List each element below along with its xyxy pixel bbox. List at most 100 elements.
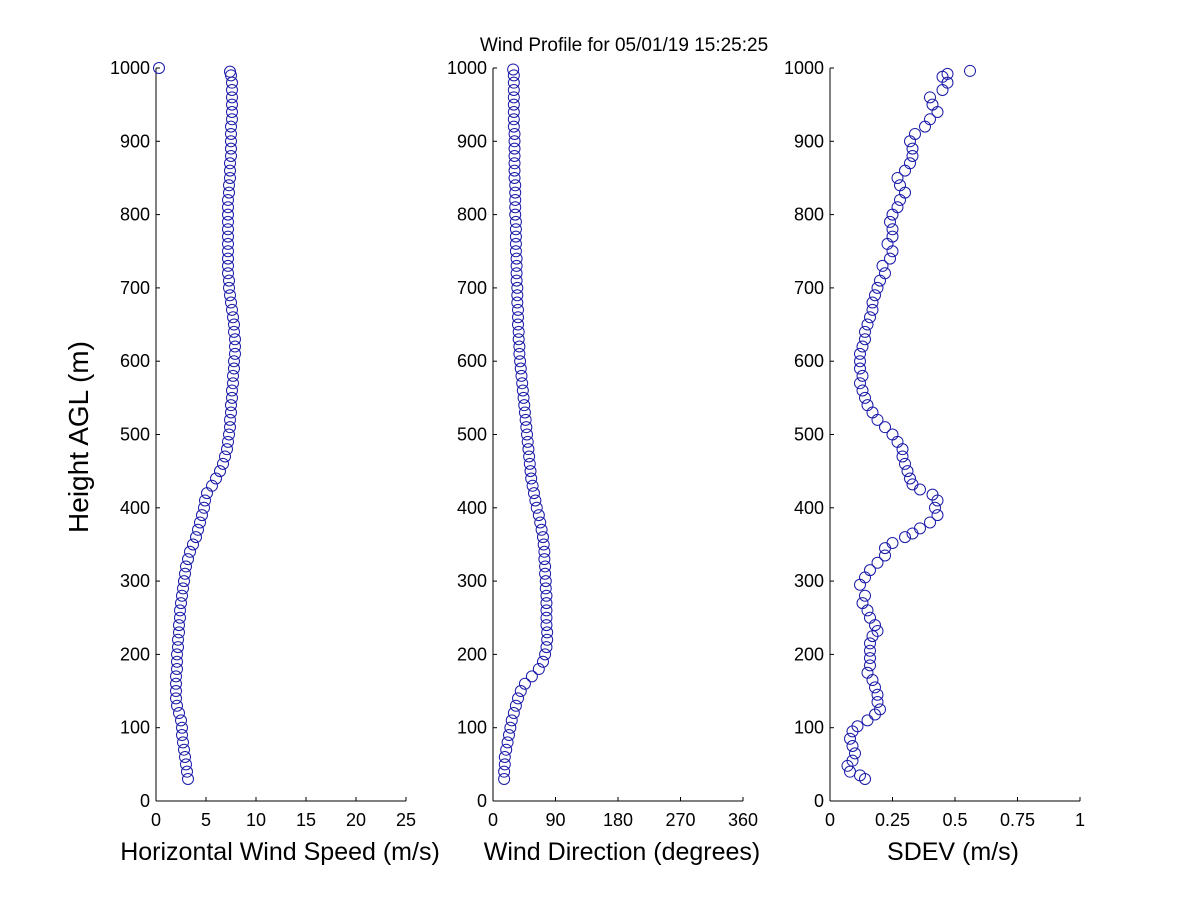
data-point	[924, 91, 936, 104]
data-point	[510, 252, 523, 265]
data-point	[511, 281, 524, 294]
data-point	[177, 736, 189, 749]
data-point	[498, 758, 511, 771]
data-point	[861, 666, 874, 679]
x-tick-label: 0	[151, 810, 161, 830]
data-point	[512, 325, 525, 338]
data-point	[864, 611, 876, 624]
data-point	[864, 644, 876, 657]
data-point	[498, 751, 511, 764]
data-point	[539, 648, 552, 661]
x-tick-label: 0.25	[875, 810, 910, 830]
data-point	[526, 479, 539, 492]
data-point	[879, 542, 891, 555]
data-point	[184, 545, 196, 558]
data-point	[225, 149, 237, 162]
wind-direction-panel: 0 100 200 300 400 500 600 700 800 900 1000 0 90 180 27…	[447, 58, 760, 866]
y-tick-label: 1000	[784, 58, 824, 78]
data-point	[886, 245, 899, 258]
data-point	[539, 560, 552, 573]
data-point	[227, 369, 239, 382]
data-point	[505, 714, 518, 727]
data-point	[941, 67, 954, 80]
x-tick-label: 0	[825, 810, 835, 830]
data-point	[523, 450, 536, 463]
data-point	[179, 751, 191, 764]
y-tick-label: 100	[120, 718, 150, 738]
data-point	[540, 597, 553, 610]
data-point	[509, 193, 522, 206]
y-tick-label: 500	[794, 425, 824, 445]
data-point	[537, 655, 549, 668]
data-point	[540, 611, 553, 624]
data-point	[871, 688, 884, 701]
data-point	[879, 549, 891, 562]
data-point	[856, 384, 869, 397]
data-point	[926, 488, 939, 501]
data-point	[223, 274, 235, 287]
data-point	[924, 516, 936, 529]
y-axis-label: Height AGL (m)	[63, 341, 94, 533]
data-point	[172, 633, 184, 646]
data-point	[223, 186, 235, 199]
data-point	[226, 303, 238, 316]
data-point	[226, 83, 238, 96]
data-point	[854, 362, 866, 375]
data-point	[525, 670, 538, 683]
data-point	[532, 663, 545, 676]
data-point	[522, 443, 535, 456]
data-point	[896, 443, 909, 456]
y-tick-label: 600	[794, 351, 824, 371]
data-point	[520, 421, 533, 434]
data-point	[525, 472, 538, 485]
data-point	[871, 624, 884, 637]
data-point	[223, 428, 235, 441]
y-tick-label: 300	[457, 571, 487, 591]
data-point	[224, 171, 236, 184]
y-tick-label: 200	[120, 644, 150, 664]
data-point	[222, 259, 234, 272]
data-point	[222, 230, 234, 243]
data-point	[541, 633, 554, 646]
y-tick-label: 300	[794, 571, 824, 591]
data-point	[869, 619, 881, 632]
data-point	[512, 311, 524, 324]
x-tick-label: 20	[346, 810, 366, 830]
data-point	[219, 450, 231, 463]
data-point	[874, 274, 886, 287]
data-point	[180, 758, 192, 771]
data-point	[864, 659, 876, 672]
x-tick-label: 0	[488, 810, 498, 830]
data-point	[509, 208, 522, 221]
data-point	[876, 259, 889, 272]
data-point	[224, 421, 236, 434]
data-point	[223, 281, 235, 294]
y-tick-label: 0	[477, 791, 487, 811]
data-point	[178, 575, 190, 588]
x-tick-label: 25	[396, 810, 416, 830]
data-point	[904, 472, 916, 485]
data-point	[192, 523, 204, 536]
data-point	[540, 641, 553, 654]
data-point	[866, 303, 879, 316]
data-point	[226, 91, 238, 104]
data-point	[529, 494, 542, 507]
data-point	[886, 230, 899, 243]
y-tick-label: 700	[120, 278, 150, 298]
y-tick-label: 700	[457, 278, 487, 298]
data-point	[513, 347, 526, 360]
data-point	[871, 556, 884, 569]
data-point	[864, 564, 876, 577]
data-point	[225, 399, 237, 412]
data-point	[931, 105, 944, 118]
data-point	[859, 333, 871, 346]
data-point	[537, 538, 550, 551]
data-point	[225, 120, 237, 133]
data-point	[866, 406, 879, 419]
x-tick-label: 90	[545, 810, 565, 830]
data-point	[170, 677, 182, 690]
data-point	[222, 237, 234, 250]
data-point	[194, 516, 206, 529]
data-point	[173, 619, 185, 632]
data-point	[859, 391, 871, 404]
